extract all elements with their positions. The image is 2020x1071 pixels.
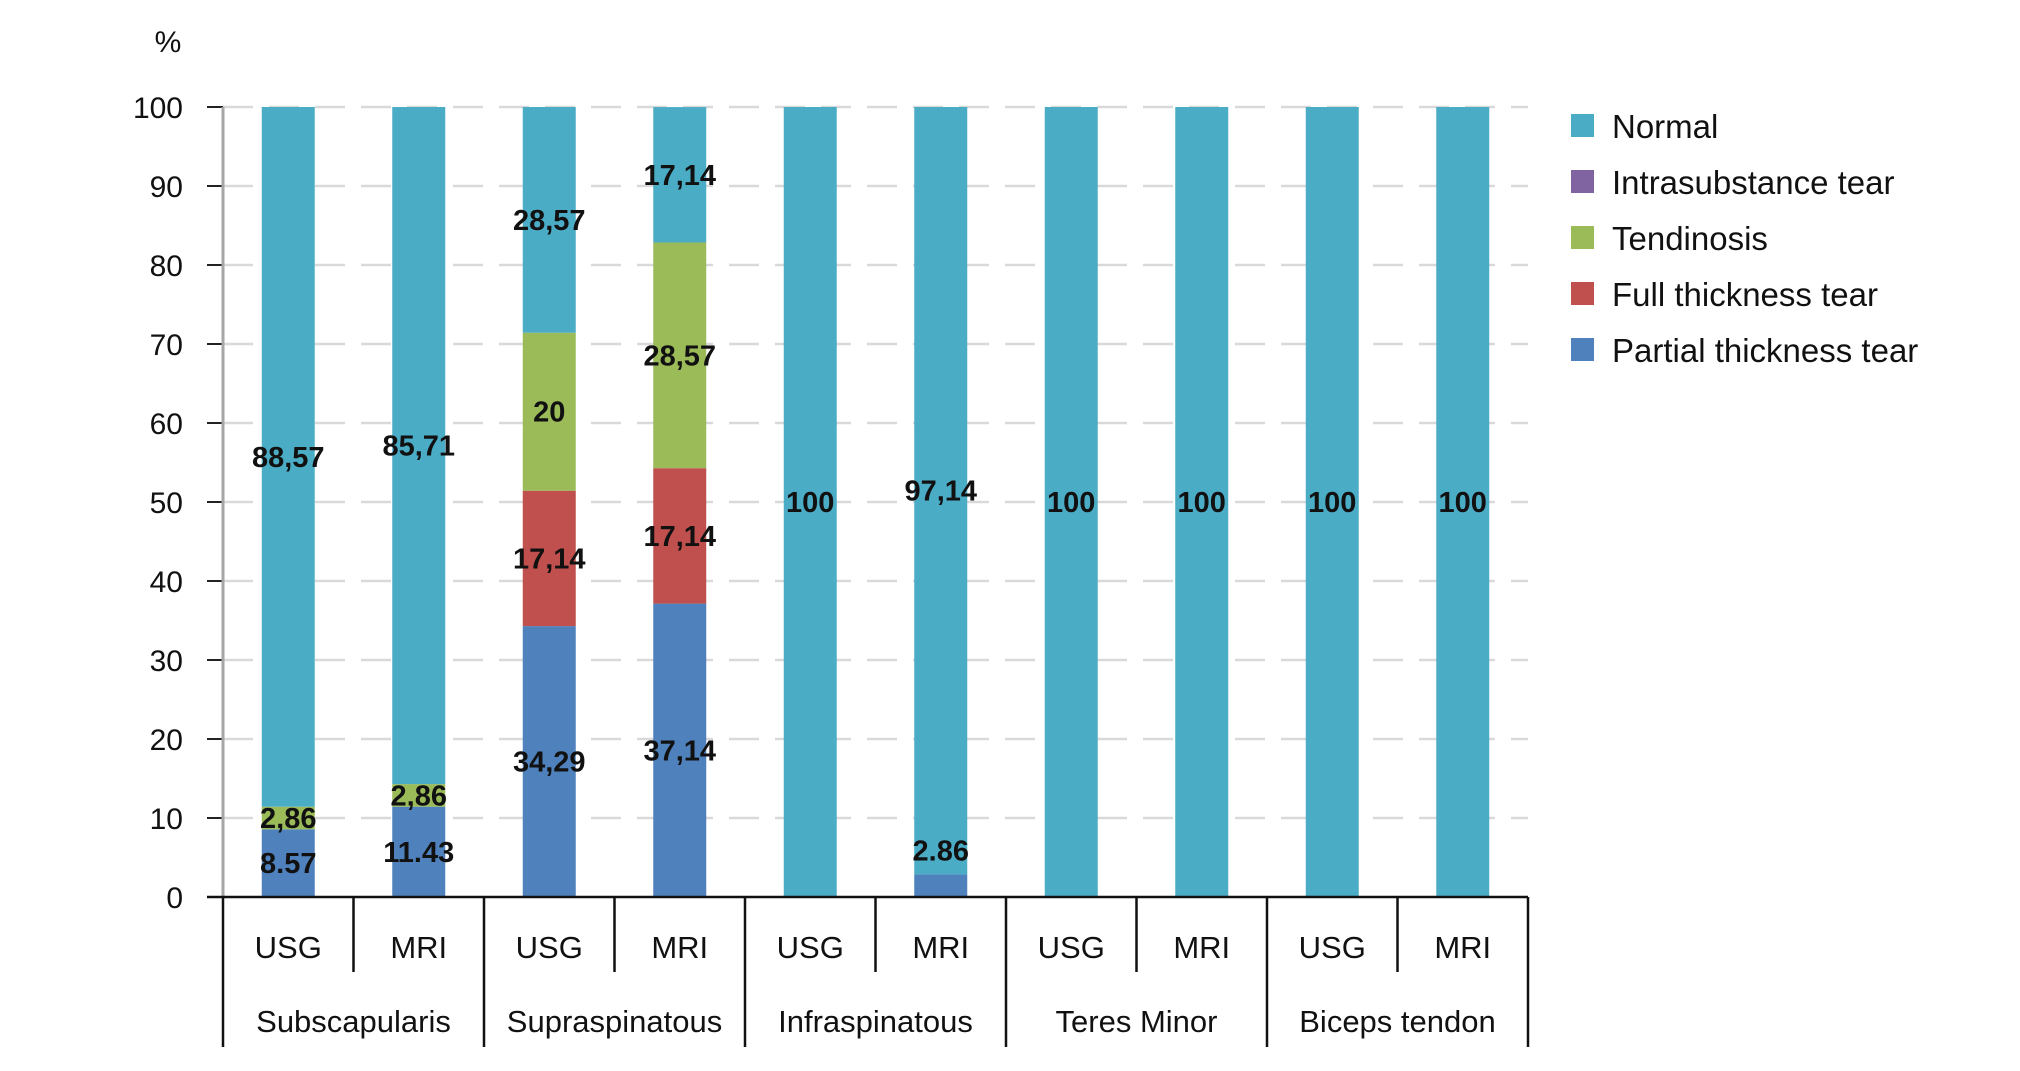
bar-segment-normal xyxy=(1044,107,1098,897)
data-label: 2,86 xyxy=(391,780,447,812)
y-tick-label: 90 xyxy=(150,171,183,204)
data-labels: 8.57 2,86 88,57 11.43 2,86 85,71 34,29 17,14 20 2… xyxy=(252,160,1487,880)
y-tick-label: 80 xyxy=(150,250,183,283)
legend-item: Tendinosis xyxy=(1571,220,1768,257)
legend-item: Full thickness tear xyxy=(1571,276,1878,313)
x-category-label: MRI xyxy=(390,930,447,965)
legend-label: Full thickness tear xyxy=(1612,276,1878,313)
data-label: 88,57 xyxy=(252,442,325,474)
y-tick-label: 50 xyxy=(150,487,183,520)
data-label: 20 xyxy=(533,397,565,429)
legend-item: Partial thickness tear xyxy=(1571,332,1918,369)
x-category-label: USG xyxy=(1299,930,1366,965)
y-tick-label: 60 xyxy=(150,408,183,441)
bar-segment-partial-thickness-tear xyxy=(522,626,576,897)
bar-segment-normal xyxy=(783,107,837,897)
bar-segment-partial-thickness-tear xyxy=(392,806,446,897)
bars xyxy=(261,107,1490,897)
bar-segment-normal xyxy=(653,107,707,243)
data-label: 100 xyxy=(1439,487,1487,519)
data-label: 100 xyxy=(1308,487,1356,519)
data-label: 100 xyxy=(786,487,834,519)
data-label: 100 xyxy=(1178,487,1226,519)
y-tick-label: 0 xyxy=(166,882,183,915)
x-category-label: USG xyxy=(777,930,844,965)
legend-swatch xyxy=(1571,114,1594,137)
x-group-label: Biceps tendon xyxy=(1299,1004,1495,1039)
bar-segment-normal xyxy=(261,107,315,807)
x-category-label: MRI xyxy=(1173,930,1230,965)
data-label: 11.43 xyxy=(383,837,454,869)
x-group-label: Supraspinatous xyxy=(507,1004,722,1039)
bar-segment-full-thickness-tear xyxy=(653,468,707,604)
legend-label: Intrasubstance tear xyxy=(1612,164,1895,201)
bar-segment-normal xyxy=(1436,107,1490,897)
data-label: 85,71 xyxy=(382,431,455,463)
y-tick-label: 10 xyxy=(150,803,183,836)
bar-segment-normal xyxy=(914,107,968,875)
x-category-label: MRI xyxy=(912,930,969,965)
x-group-label: Subscapularis xyxy=(256,1004,451,1039)
y-axis-label: % xyxy=(155,26,182,59)
y-tick-label: 100 xyxy=(133,92,183,125)
x-group-label: Teres Minor xyxy=(1056,1004,1218,1039)
bar-segment-partial-thickness-tear xyxy=(261,829,315,897)
legend-label: Partial thickness tear xyxy=(1612,332,1918,369)
x-category-label: MRI xyxy=(1434,930,1491,965)
legend-label: Normal xyxy=(1612,108,1718,145)
legend-swatch xyxy=(1571,338,1594,361)
data-label: 97,14 xyxy=(904,476,977,508)
data-label: 34,29 xyxy=(513,747,586,779)
data-label: 2,86 xyxy=(260,803,316,835)
bar-segment-tendinosis xyxy=(522,332,576,491)
data-label: 8.57 xyxy=(260,848,316,880)
data-label: 17,14 xyxy=(513,543,586,575)
legend-swatch xyxy=(1571,170,1594,193)
x-category-label: USG xyxy=(1038,930,1105,965)
legend-swatch xyxy=(1571,226,1594,249)
y-tick-label: 30 xyxy=(150,645,183,678)
data-label: 17,14 xyxy=(643,160,716,192)
data-label: 100 xyxy=(1047,487,1095,519)
bar-segment-partial-thickness-tear xyxy=(914,874,968,897)
legend-swatch xyxy=(1571,282,1594,305)
legend-item: Normal xyxy=(1571,108,1718,145)
bar-segment-normal xyxy=(1175,107,1229,897)
bar-segment-normal xyxy=(522,107,576,333)
x-category-label: USG xyxy=(255,930,322,965)
data-label: 28,57 xyxy=(513,205,586,237)
x-group-label: Infraspinatous xyxy=(778,1004,973,1039)
y-tick-label: 20 xyxy=(150,724,183,757)
legend: Normal Intrasubstance tear Tendinosis Full … xyxy=(1571,108,1918,369)
x-category-label: MRI xyxy=(651,930,708,965)
data-label: 2.86 xyxy=(913,836,969,868)
legend-item: Intrasubstance tear xyxy=(1571,164,1895,201)
bar-segment-full-thickness-tear xyxy=(522,490,576,627)
y-tick-label: 70 xyxy=(150,329,183,362)
data-label: 17,14 xyxy=(643,521,716,553)
y-tick-label: 40 xyxy=(150,566,183,599)
data-label: 28,57 xyxy=(643,340,716,372)
bar-segment-partial-thickness-tear xyxy=(653,603,707,897)
bar-segment-tendinosis xyxy=(653,242,707,469)
x-category-label: USG xyxy=(516,930,583,965)
data-label: 37,14 xyxy=(643,735,716,767)
bar-segment-normal xyxy=(392,107,446,785)
bar-segment-normal xyxy=(1305,107,1359,897)
legend-label: Tendinosis xyxy=(1612,220,1768,257)
bar-segment-tendinosis xyxy=(392,784,446,807)
axes: 0 10 20 30 40 50 60 70 80 90 100 USG MRI USG MRI USG MRI… xyxy=(133,92,1530,1047)
bar-segment-tendinosis xyxy=(261,806,315,830)
